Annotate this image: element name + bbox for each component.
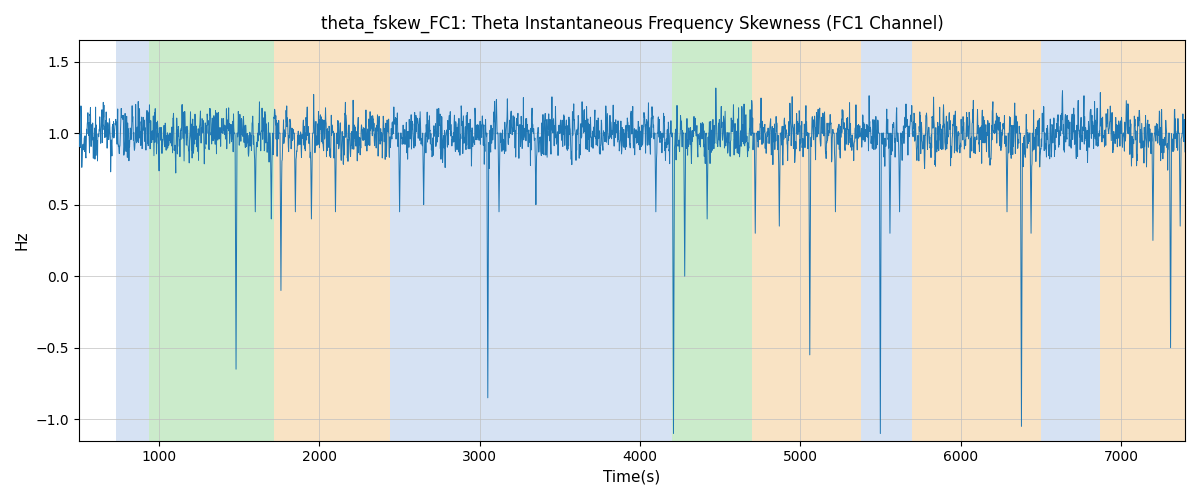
Bar xyxy=(752,40,862,440)
Bar xyxy=(115,40,150,440)
Bar xyxy=(652,40,672,440)
X-axis label: Time(s): Time(s) xyxy=(604,470,660,485)
Bar xyxy=(390,40,652,440)
Bar xyxy=(862,40,912,440)
Bar xyxy=(1100,40,1184,440)
Title: theta_fskew_FC1: Theta Instantaneous Frequency Skewness (FC1 Channel): theta_fskew_FC1: Theta Instantaneous Fre… xyxy=(320,15,943,34)
Bar xyxy=(150,40,275,440)
Bar xyxy=(275,40,390,440)
Bar xyxy=(912,40,1040,440)
Bar xyxy=(1040,40,1100,440)
Y-axis label: Hz: Hz xyxy=(14,230,30,250)
Bar xyxy=(672,40,752,440)
